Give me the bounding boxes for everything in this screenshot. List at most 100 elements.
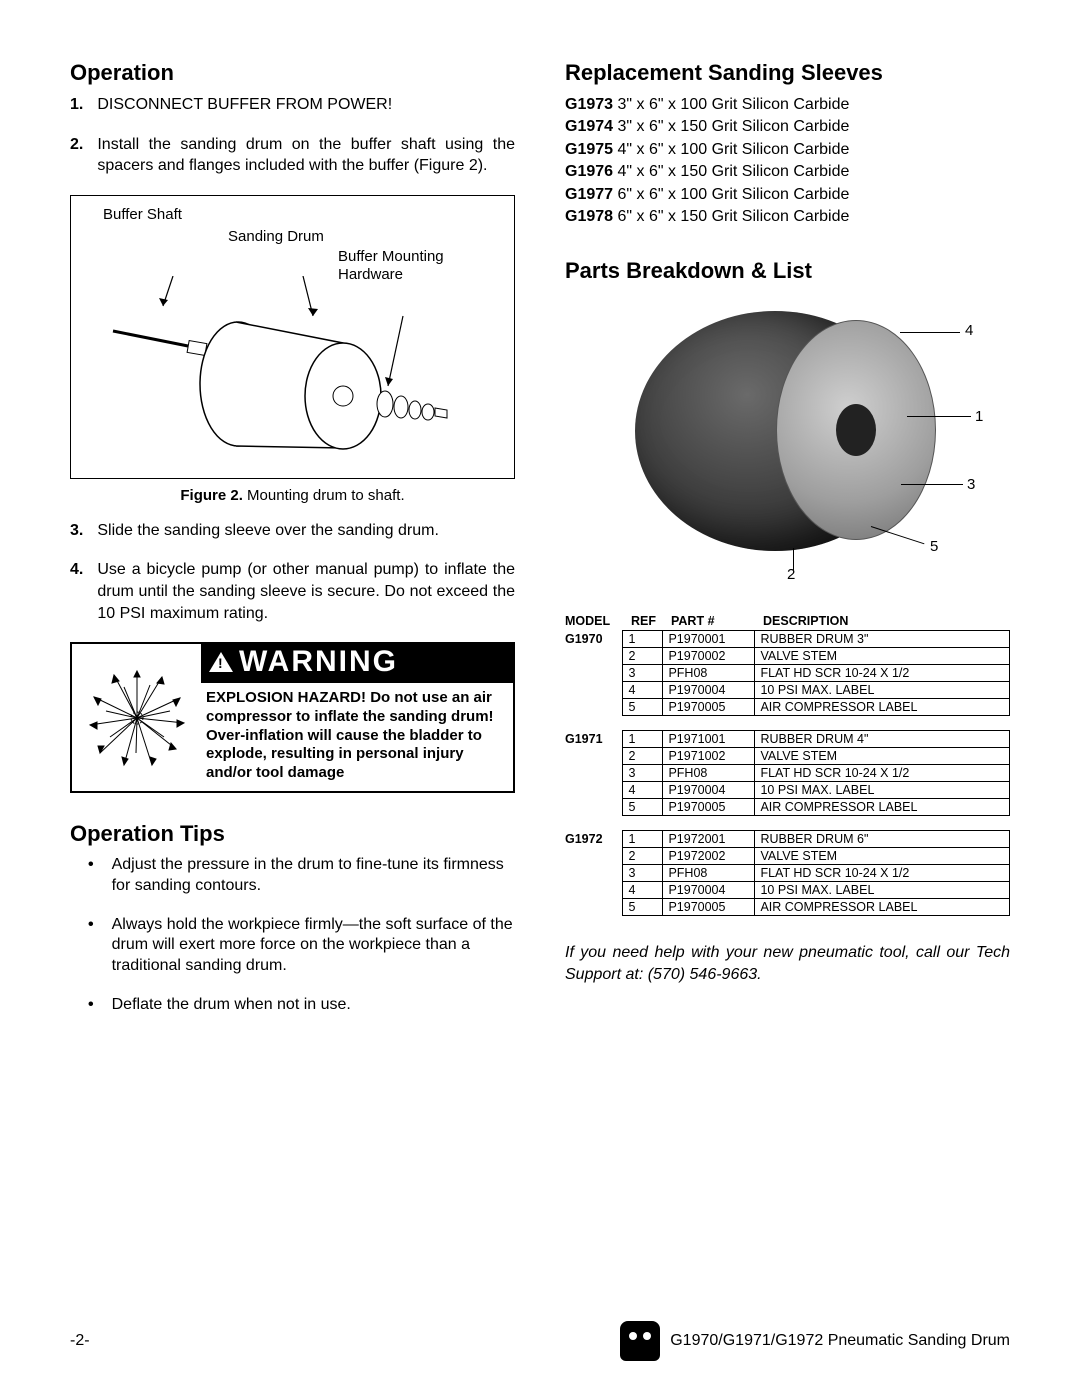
sleeve-code: G1975 [565, 141, 613, 158]
table-row: 5P1970005AIR COMPRESSOR LABEL [623, 899, 1010, 916]
warning-header: WARNING [201, 643, 514, 683]
table-row: 1P1971001RUBBER DRUM 4" [623, 731, 1010, 748]
sleeves-list: G1973 3" x 6" x 100 Grit Silicon Carbide… [565, 94, 1010, 228]
warning-title: WARNING [239, 645, 398, 679]
model-label: G1972 [565, 830, 622, 846]
table-cell: P1970002 [663, 648, 755, 665]
parts-model-block: G19721P1972001RUBBER DRUM 6"2P1972002VAL… [565, 830, 1010, 930]
label-buffer-shaft: Buffer Shaft [103, 206, 182, 223]
table-cell: RUBBER DRUM 4" [755, 731, 1010, 748]
table-cell: 1 [623, 731, 663, 748]
table-cell: RUBBER DRUM 6" [755, 831, 1010, 848]
table-cell: 2 [623, 848, 663, 865]
table-cell: 5 [623, 899, 663, 916]
table-row: 4P197000410 PSI MAX. LABEL [623, 882, 1010, 899]
table-cell: 5 [623, 699, 663, 716]
table-row: 1P1970001RUBBER DRUM 3" [623, 631, 1010, 648]
sleeve-desc: 3" x 6" x 150 Grit Silicon Carbide [613, 118, 849, 135]
label-mounting-hw-1: Buffer Mounting [338, 248, 444, 265]
table-row: 5P1970005AIR COMPRESSOR LABEL [623, 799, 1010, 816]
table-cell: AIR COMPRESSOR LABEL [755, 799, 1010, 816]
operation-heading: Operation [70, 60, 515, 86]
parts-model-block: G19701P1970001RUBBER DRUM 3"2P1970002VAL… [565, 630, 1010, 730]
table-cell: AIR COMPRESSOR LABEL [755, 699, 1010, 716]
page-number: -2- [70, 1332, 90, 1350]
table-row: 3PFH08FLAT HD SCR 10-24 X 1/2 [623, 865, 1010, 882]
tip-text: Adjust the pressure in the drum to fine-… [112, 855, 515, 897]
parts-tables: MODEL REF PART # DESCRIPTION G19701P1970… [565, 614, 1010, 930]
table-cell: P1972002 [663, 848, 755, 865]
table-cell: P1970004 [663, 782, 755, 799]
table-row: 4P197000410 PSI MAX. LABEL [623, 682, 1010, 699]
table-cell: P1970004 [663, 682, 755, 699]
footer-title: G1970/G1971/G1972 Pneumatic Sanding Drum [670, 1332, 1010, 1350]
table-row: 5P1970005AIR COMPRESSOR LABEL [623, 699, 1010, 716]
table-cell: 10 PSI MAX. LABEL [755, 882, 1010, 899]
parts-table-header: MODEL REF PART # DESCRIPTION [565, 614, 1010, 630]
warning-box: WARNING EXPLOSION HAZARD! Do not use an … [70, 642, 515, 793]
table-cell: PFH08 [663, 865, 755, 882]
table-cell: P1970005 [663, 799, 755, 816]
label-sanding-drum: Sanding Drum [228, 228, 324, 245]
sleeve-code: G1977 [565, 186, 613, 203]
table-cell: PFH08 [663, 665, 755, 682]
page-footer: -2- G1970/G1971/G1972 Pneumatic Sanding … [70, 1321, 1010, 1361]
figure-caption-rest: Mounting drum to shaft. [243, 487, 405, 504]
step-number: 2. [70, 134, 83, 177]
hdr-desc: DESCRIPTION [763, 614, 1010, 628]
table-cell: P1971002 [663, 748, 755, 765]
figure-caption-bold: Figure 2. [180, 487, 243, 504]
tip-text: Always hold the workpiece firmly—the sof… [112, 915, 515, 977]
table-cell: FLAT HD SCR 10-24 X 1/2 [755, 765, 1010, 782]
tips-list: Adjust the pressure in the drum to fine-… [70, 855, 515, 1016]
sleeve-desc: 6" x 6" x 150 Grit Silicon Carbide [613, 208, 849, 225]
table-cell: VALVE STEM [755, 648, 1010, 665]
table-cell: P1970005 [663, 899, 755, 916]
table-row: 3PFH08FLAT HD SCR 10-24 X 1/2 [623, 665, 1010, 682]
tip-item: Always hold the workpiece firmly—the sof… [70, 915, 515, 977]
step-1: 1. DISCONNECT BUFFER FROM POWER! [70, 94, 515, 116]
table-cell: VALVE STEM [755, 848, 1010, 865]
sleeves-heading: Replacement Sanding Sleeves [565, 60, 1010, 86]
step-number: 1. [70, 94, 83, 116]
sleeve-row: G1978 6" x 6" x 150 Grit Silicon Carbide [565, 206, 1010, 228]
parts-diagram: 4 1 3 5 2 [565, 296, 1010, 586]
sleeve-desc: 4" x 6" x 150 Grit Silicon Carbide [613, 163, 849, 180]
sleeve-row: G1977 6" x 6" x 100 Grit Silicon Carbide [565, 184, 1010, 206]
table-cell: FLAT HD SCR 10-24 X 1/2 [755, 865, 1010, 882]
sleeve-desc: 4" x 6" x 100 Grit Silicon Carbide [613, 141, 849, 158]
table-cell: 4 [623, 882, 663, 899]
table-cell: RUBBER DRUM 3" [755, 631, 1010, 648]
parts-table: 1P1971001RUBBER DRUM 4"2P1971002VALVE ST… [622, 730, 1010, 816]
step-number: 3. [70, 520, 83, 542]
tips-heading: Operation Tips [70, 821, 515, 847]
table-row: 2P1970002VALVE STEM [623, 648, 1010, 665]
figure-2-box: Buffer Shaft Sanding Drum Buffer Mountin… [70, 195, 515, 479]
table-cell: VALVE STEM [755, 748, 1010, 765]
table-cell: 3 [623, 865, 663, 882]
table-row: 3PFH08FLAT HD SCR 10-24 X 1/2 [623, 765, 1010, 782]
warning-body: EXPLOSION HAZARD! Do not use an air comp… [206, 689, 505, 783]
callout-5: 5 [930, 538, 938, 555]
step-4: 4. Use a bicycle pump (or other manual p… [70, 559, 515, 624]
step-text: DISCONNECT BUFFER FROM POWER! [97, 94, 392, 116]
callout-1: 1 [975, 408, 983, 425]
sleeve-code: G1978 [565, 208, 613, 225]
table-cell: P1970001 [663, 631, 755, 648]
table-row: 2P1972002VALVE STEM [623, 848, 1010, 865]
sleeve-desc: 3" x 6" x 100 Grit Silicon Carbide [613, 96, 849, 113]
table-cell: P1970005 [663, 699, 755, 716]
callout-2: 2 [787, 566, 795, 583]
callout-3: 3 [967, 476, 975, 493]
bear-logo-icon [620, 1321, 660, 1361]
table-cell: 4 [623, 682, 663, 699]
table-row: 1P1972001RUBBER DRUM 6" [623, 831, 1010, 848]
step-text: Install the sanding drum on the buffer s… [97, 134, 515, 177]
breakdown-heading: Parts Breakdown & List [565, 258, 1010, 284]
table-row: 4P197000410 PSI MAX. LABEL [623, 782, 1010, 799]
table-cell: PFH08 [663, 765, 755, 782]
sleeve-code: G1976 [565, 163, 613, 180]
model-label: G1970 [565, 630, 622, 646]
left-column: Operation 1. DISCONNECT BUFFER FROM POWE… [70, 60, 515, 1034]
warning-triangle-icon [209, 652, 233, 672]
